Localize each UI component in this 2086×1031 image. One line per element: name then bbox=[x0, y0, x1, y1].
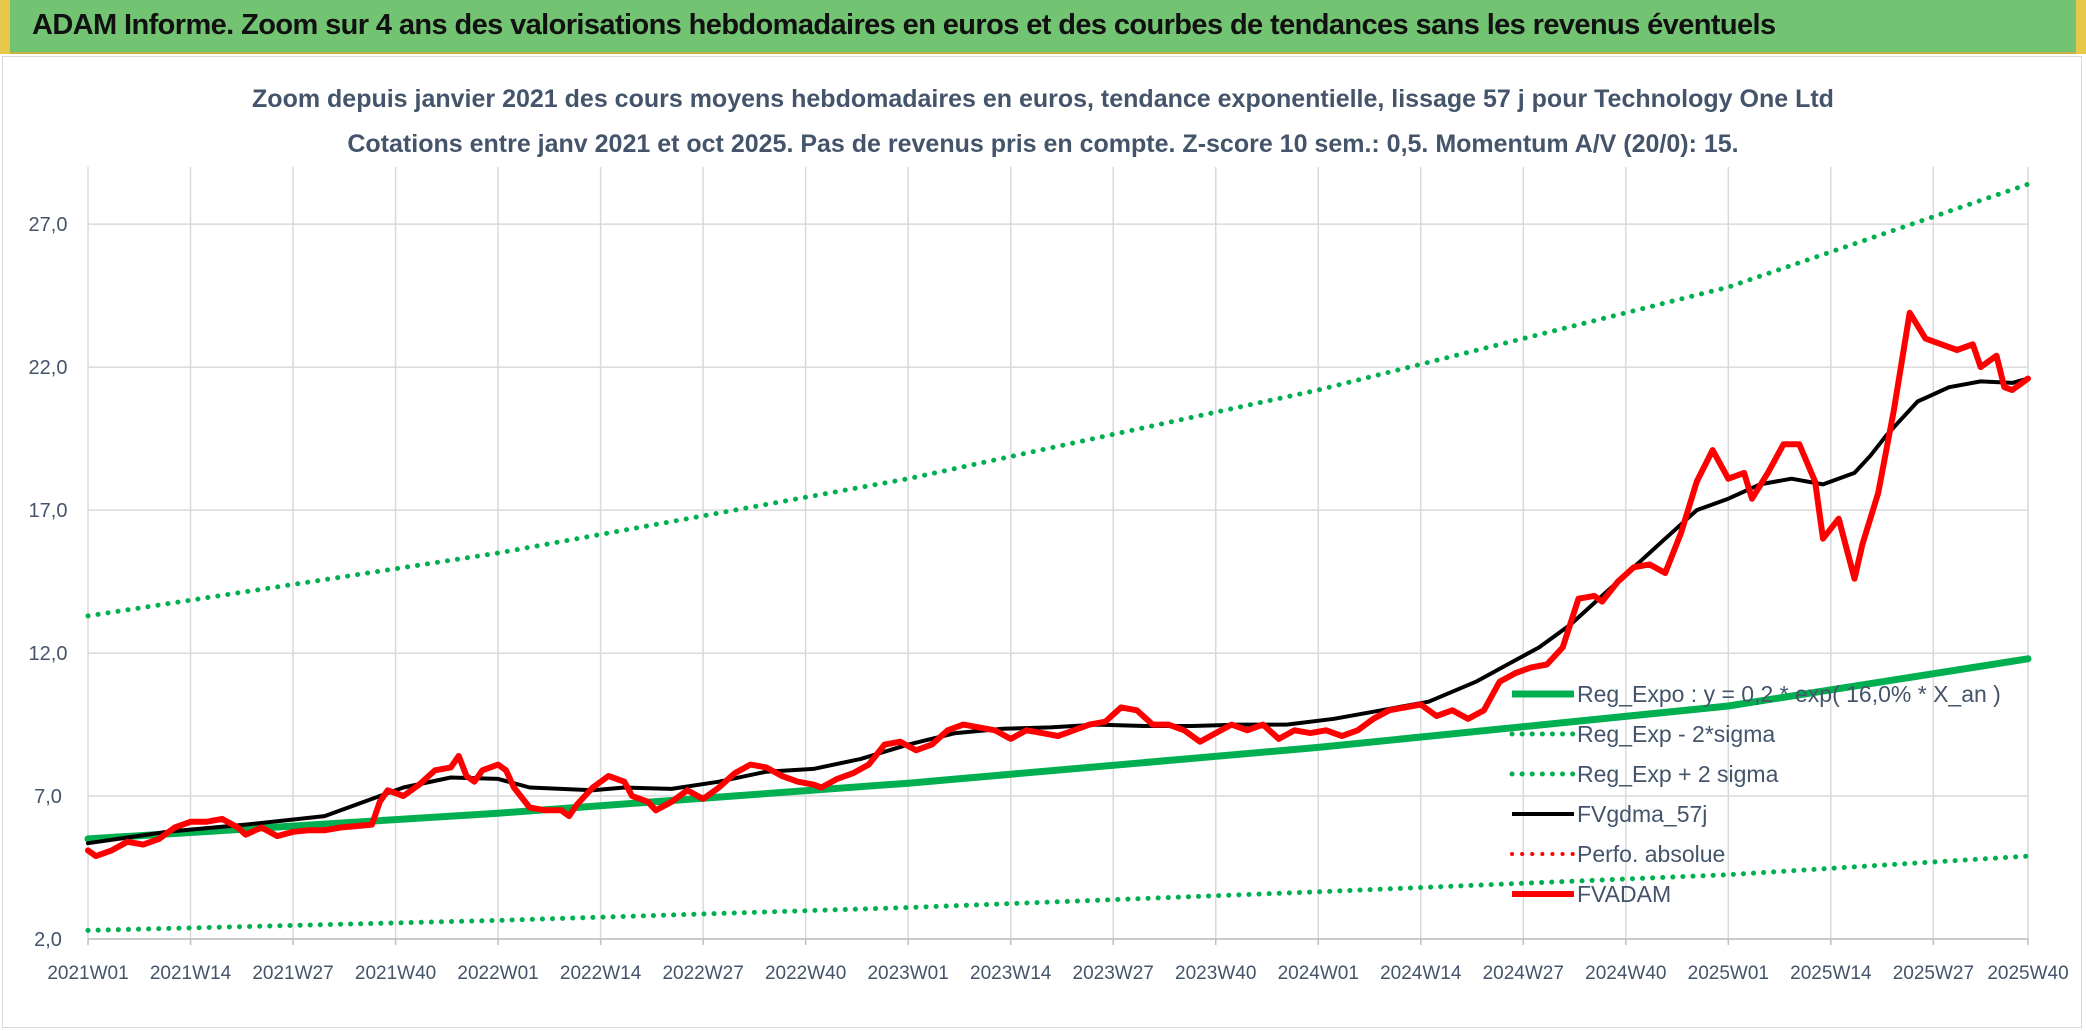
x-tick-label: 2021W27 bbox=[252, 963, 333, 984]
y-axis: 2,0 7,0 12,0 17,0 22,0 27,0 bbox=[29, 214, 68, 951]
y-tick-label: 7,0 bbox=[34, 786, 62, 808]
x-tick-label: 2023W27 bbox=[1073, 963, 1154, 984]
y-tick-label: 27,0 bbox=[29, 214, 68, 236]
x-tick-label: 2023W14 bbox=[970, 963, 1052, 984]
x-tick-label: 2025W01 bbox=[1688, 963, 1769, 984]
x-tick-label: 2024W01 bbox=[1278, 963, 1359, 984]
series-line-5 bbox=[85, 309, 2031, 860]
series-line-1 bbox=[85, 853, 2031, 933]
x-tick-label: 2023W40 bbox=[1175, 963, 1256, 984]
x-tick-label: 2024W14 bbox=[1380, 963, 1462, 984]
x-tick-label: 2023W01 bbox=[867, 963, 948, 984]
legend-label-3: FVgdma_57j bbox=[1577, 801, 1707, 827]
x-tick-label: 2022W01 bbox=[457, 963, 538, 984]
chart-subtitle: Cotations entre janv 2021 et oct 2025. P… bbox=[347, 130, 1738, 158]
x-axis: 2021W01 2021W14 2021W27 2021W40 2022W01 2022W… bbox=[47, 938, 2069, 984]
x-tick-label: 2024W27 bbox=[1483, 963, 1564, 984]
series-line-3 bbox=[86, 376, 2030, 846]
x-tick-label: 2022W14 bbox=[560, 963, 642, 984]
legend-label-1: Reg_Exp - 2*sigma bbox=[1577, 721, 1775, 747]
y-tick-label: 22,0 bbox=[29, 357, 68, 379]
x-tick-label: 2025W27 bbox=[1893, 963, 1974, 984]
x-tick-label: 2021W01 bbox=[47, 963, 128, 984]
x-tick-label: 2021W14 bbox=[150, 963, 232, 984]
y-tick-label: 17,0 bbox=[29, 500, 68, 522]
x-tick-label: 2024W40 bbox=[1585, 963, 1666, 984]
x-tick-label: 2025W14 bbox=[1790, 963, 1872, 984]
x-tick-label: 2021W40 bbox=[355, 963, 436, 984]
chart-frame bbox=[2, 56, 2082, 1028]
legend-label-4: Perfo. absolue bbox=[1577, 841, 1725, 867]
legend-label-0: Reg_Expo : y = 0,2 * exp( 16,0% * X_an ) bbox=[1577, 681, 2001, 707]
title-banner: ADAM Informe. Zoom sur 4 ans des valoris… bbox=[0, 0, 2086, 54]
y-tick-label: 12,0 bbox=[29, 643, 68, 665]
legend-label-2: Reg_Exp + 2 sigma bbox=[1577, 761, 1779, 787]
page-title: ADAM Informe. Zoom sur 4 ans des valoris… bbox=[32, 9, 1776, 41]
legend-label-5: FVADAM bbox=[1577, 881, 1671, 907]
series-line-2 bbox=[85, 181, 2031, 619]
x-tick-label: 2022W27 bbox=[662, 963, 743, 984]
x-tick-label: 2025W40 bbox=[1987, 963, 2068, 984]
y-tick-label: 2,0 bbox=[34, 929, 62, 951]
banner-corner-right bbox=[2076, 0, 2086, 54]
series bbox=[84, 181, 2032, 933]
series-line-0 bbox=[84, 655, 2032, 843]
grid bbox=[87, 167, 2029, 940]
x-tick-label: 2022W40 bbox=[765, 963, 846, 984]
legend: Reg_Expo : y = 0,2 * exp( 16,0% * X_an )… bbox=[1509, 681, 2001, 907]
banner-corner-left bbox=[0, 0, 10, 54]
chart-title: Zoom depuis janvier 2021 des cours moyen… bbox=[252, 85, 1834, 113]
